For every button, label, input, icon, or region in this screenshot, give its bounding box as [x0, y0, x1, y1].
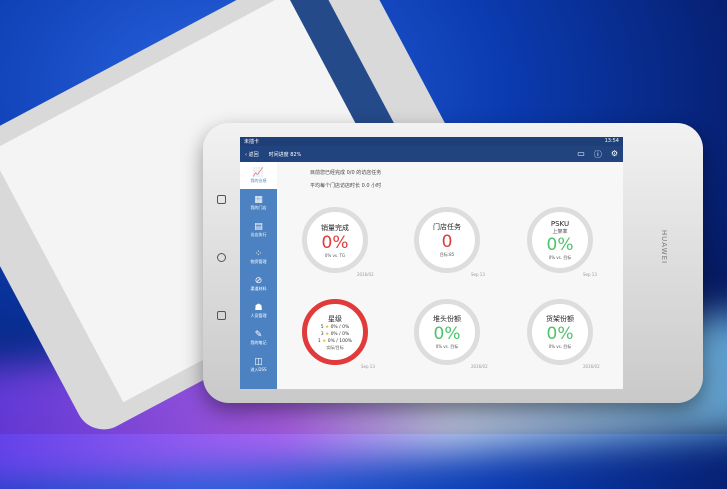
- brand-logo: HUAWEI: [659, 229, 668, 265]
- grid-icon: ⁘: [254, 248, 263, 259]
- note-icon: ✎: [254, 329, 263, 340]
- gauge-star-level[interactable]: 星级 5 ★ 0% / 0% 3 ★ 0% / 0% 1 ★ 0% / 100%…: [302, 299, 368, 365]
- gauge-shelf-share[interactable]: 货架份额 0% 0% vs. 目标: [527, 299, 593, 365]
- store-icon: ▦: [254, 194, 263, 205]
- paperclip-icon: ⊘: [254, 275, 263, 286]
- dashboard: 目前您已经完成 0/0 的访店任务 平均每个门店访店时长 0.0 小时 销量完成…: [277, 162, 623, 389]
- sidebar-item-channel[interactable]: ⊘ 渠道材料: [250, 275, 267, 291]
- settings-icon[interactable]: ⚙: [610, 148, 618, 158]
- gauge-store-tasks[interactable]: 门店任务 0 目标:85: [414, 207, 480, 273]
- message-icon[interactable]: ▭: [577, 148, 585, 158]
- nav-bar: ‹ 返回 时间进度 82% ▭ ⓘ ⚙: [240, 146, 623, 162]
- clipboard-icon: ▤: [254, 221, 263, 232]
- sidebar-item-performance[interactable]: 📈 我的业绩: [240, 162, 277, 189]
- sidebar: 📈 我的业绩 ▦ 我的门店 ▤ 访店执行 ⁘ 物资管理 ⊘ 渠道材料 ☗ 人员管理 ✎ 我的笔…: [240, 162, 277, 389]
- sidebar-item-visit[interactable]: ▤ 访店执行: [250, 221, 267, 237]
- sidebar-item-notes[interactable]: ✎ 我的笔记: [250, 329, 267, 345]
- help-icon[interactable]: ⓘ: [593, 149, 602, 159]
- people-icon: ☗: [254, 302, 263, 313]
- clock: 13:54: [604, 138, 619, 144]
- sidebar-item-dss[interactable]: ◫ 进入DSS: [250, 356, 267, 372]
- visit-duration: 平均每个门店访店时长 0.0 小时: [310, 183, 382, 189]
- gauge-sales[interactable]: 销量完成 0% 0% vs. TG: [302, 207, 368, 273]
- carrier: 未插卡: [244, 139, 260, 145]
- sidebar-item-materials[interactable]: ⁘ 物资管理: [250, 248, 267, 264]
- dss-icon: ◫: [254, 356, 263, 367]
- gauge-display-share[interactable]: 堆头份额 0% 0% vs. 目标: [414, 299, 480, 365]
- star-icon: ★: [325, 331, 330, 337]
- star-icon: ★: [322, 338, 327, 344]
- time-progress: 时间进度 82%: [268, 151, 302, 158]
- star-icon: ★: [325, 324, 330, 330]
- visit-summary: 目前您已经完成 0/0 的访店任务: [310, 170, 382, 176]
- back-key: [217, 195, 226, 204]
- home-key: [217, 253, 226, 262]
- menu-key: [217, 311, 226, 320]
- gauge-psku[interactable]: PSKU 上架率 0% 0% vs. 目标: [527, 207, 593, 273]
- front-tablet: HUAWEI 未插卡 13:54 ‹ 返回 时间进度 82% ▭ ⓘ ⚙ 📈 我的…: [203, 123, 703, 403]
- status-bar: 未插卡 13:54: [240, 137, 623, 146]
- sidebar-item-people[interactable]: ☗ 人员管理: [250, 302, 267, 318]
- back-button[interactable]: ‹ 返回: [245, 151, 259, 158]
- app-screen: 未插卡 13:54 ‹ 返回 时间进度 82% ▭ ⓘ ⚙ 📈 我的业绩 ▦ 我的门…: [240, 137, 623, 389]
- chart-icon: 📈: [252, 167, 265, 178]
- sidebar-item-stores[interactable]: ▦ 我的门店: [250, 194, 267, 210]
